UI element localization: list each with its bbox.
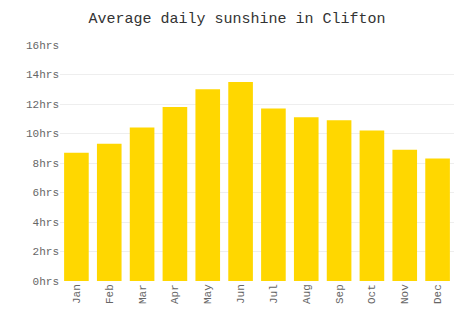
svg-text:Sep: Sep xyxy=(334,284,346,304)
svg-text:2hrs: 2hrs xyxy=(33,246,59,258)
svg-text:6hrs: 6hrs xyxy=(33,187,59,199)
svg-text:Nov: Nov xyxy=(399,284,411,304)
svg-text:Jun: Jun xyxy=(235,284,247,304)
svg-text:0hrs: 0hrs xyxy=(33,276,59,288)
svg-text:Dec: Dec xyxy=(432,284,444,304)
svg-text:12hrs: 12hrs xyxy=(26,99,59,111)
svg-text:14hrs: 14hrs xyxy=(26,69,59,81)
svg-text:Apr: Apr xyxy=(169,284,181,304)
svg-text:Aug: Aug xyxy=(301,284,313,304)
svg-text:10hrs: 10hrs xyxy=(26,128,59,140)
svg-text:Oct: Oct xyxy=(366,284,378,304)
svg-text:Average daily sunshine in Clif: Average daily sunshine in Clifton xyxy=(88,11,385,28)
svg-text:Feb: Feb xyxy=(104,284,116,304)
svg-text:4hrs: 4hrs xyxy=(33,217,59,229)
svg-text:Mar: Mar xyxy=(137,284,149,304)
svg-text:16hrs: 16hrs xyxy=(26,40,59,52)
svg-text:Jan: Jan xyxy=(71,284,83,304)
svg-text:May: May xyxy=(202,284,214,304)
svg-text:8hrs: 8hrs xyxy=(33,158,59,170)
svg-text:Jul: Jul xyxy=(268,284,280,304)
